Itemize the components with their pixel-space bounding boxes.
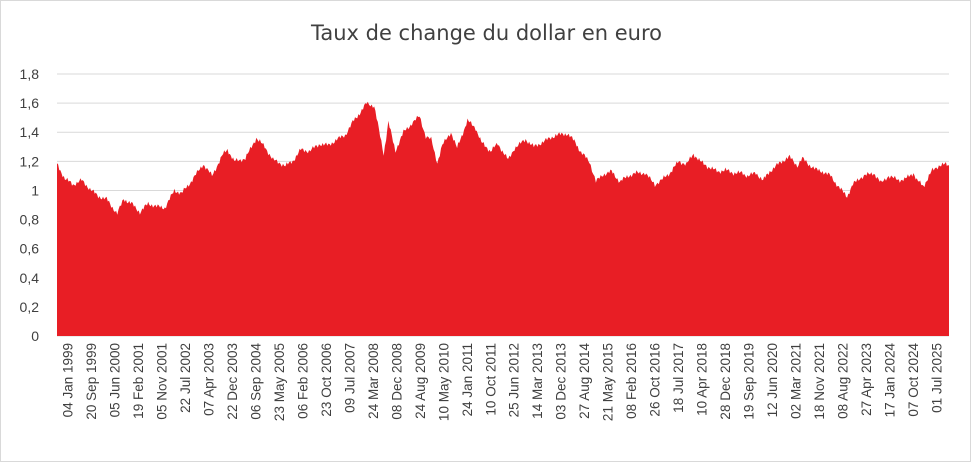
series-area — [57, 101, 949, 336]
x-tick-label: 23 May 2005 — [272, 343, 287, 421]
x-tick-label: 19 Feb 2001 — [131, 343, 146, 419]
y-axis-ticks: 0 0,2 0,4 0,6 0,8 1 1,2 1,4 1,6 1,8 — [20, 66, 40, 344]
x-tick-label: 10 Apr 2018 — [695, 343, 710, 416]
x-tick-label: 10 Oct 2011 — [483, 343, 498, 416]
x-tick-label: 05 Nov 2001 — [155, 343, 170, 420]
y-tick-label: 0,6 — [20, 241, 40, 257]
x-tick-label: 20 Sep 1999 — [84, 343, 99, 420]
series-area-path — [57, 101, 949, 336]
x-tick-label: 07 Oct 2024 — [906, 343, 921, 417]
y-tick-label: 0,4 — [20, 270, 40, 286]
y-tick-label: 1,8 — [20, 66, 40, 82]
x-tick-label: 22 Jul 2002 — [178, 343, 193, 413]
x-tick-label: 27 Apr 2023 — [859, 343, 874, 416]
x-tick-label: 18 Jul 2017 — [671, 343, 686, 413]
chart-title: Taux de change du dollar en euro — [310, 21, 662, 45]
y-tick-label: 1 — [31, 182, 39, 198]
x-tick-label: 28 Dec 2018 — [718, 343, 733, 420]
x-tick-label: 24 Aug 2009 — [413, 343, 428, 419]
x-tick-label: 09 Jul 2007 — [342, 343, 357, 413]
x-tick-label: 14 Mar 2013 — [530, 343, 545, 419]
y-tick-label: 1,2 — [20, 153, 40, 169]
x-tick-label: 08 Feb 2016 — [624, 343, 639, 419]
y-tick-label: 0,2 — [20, 299, 40, 315]
x-tick-label: 18 Nov 2021 — [812, 343, 827, 420]
x-tick-label: 27 Aug 2014 — [577, 343, 592, 419]
x-tick-label: 03 Dec 2013 — [554, 343, 569, 420]
x-axis-ticks: 04 Jan 1999 20 Sep 1999 05 Jun 2000 19 Feb … — [61, 343, 945, 422]
x-tick-label: 01 Jul 2025 — [929, 343, 944, 413]
x-tick-label: 12 Jun 2020 — [765, 343, 780, 417]
x-tick-label: 26 Oct 2016 — [648, 343, 663, 417]
y-tick-label: 0 — [31, 328, 39, 344]
y-tick-label: 1,4 — [20, 124, 40, 140]
y-tick-label: 1,6 — [20, 95, 40, 111]
x-tick-label: 07 Apr 2003 — [202, 343, 217, 416]
x-tick-label: 08 Aug 2022 — [835, 343, 850, 419]
x-tick-label: 21 May 2015 — [601, 343, 616, 421]
x-tick-label: 19 Sep 2019 — [741, 343, 756, 420]
x-tick-label: 02 Mar 2021 — [788, 343, 803, 419]
x-tick-label: 04 Jan 1999 — [61, 343, 76, 417]
y-tick-label: 0,8 — [20, 212, 40, 228]
x-tick-label: 24 Mar 2008 — [366, 343, 381, 419]
x-tick-label: 06 Feb 2006 — [295, 343, 310, 419]
x-tick-label: 24 Jan 2011 — [460, 343, 475, 416]
x-tick-label: 17 Jan 2024 — [882, 343, 897, 418]
x-tick-label: 08 Dec 2008 — [389, 343, 404, 420]
x-tick-label: 25 Jun 2012 — [507, 343, 522, 417]
x-tick-label: 06 Sep 2004 — [249, 343, 264, 420]
x-tick-label: 23 Oct 2006 — [319, 343, 334, 417]
x-tick-label: 05 Jun 2000 — [108, 343, 123, 417]
x-tick-label: 10 May 2010 — [436, 343, 451, 421]
x-tick-label: 22 Dec 2003 — [225, 343, 240, 420]
